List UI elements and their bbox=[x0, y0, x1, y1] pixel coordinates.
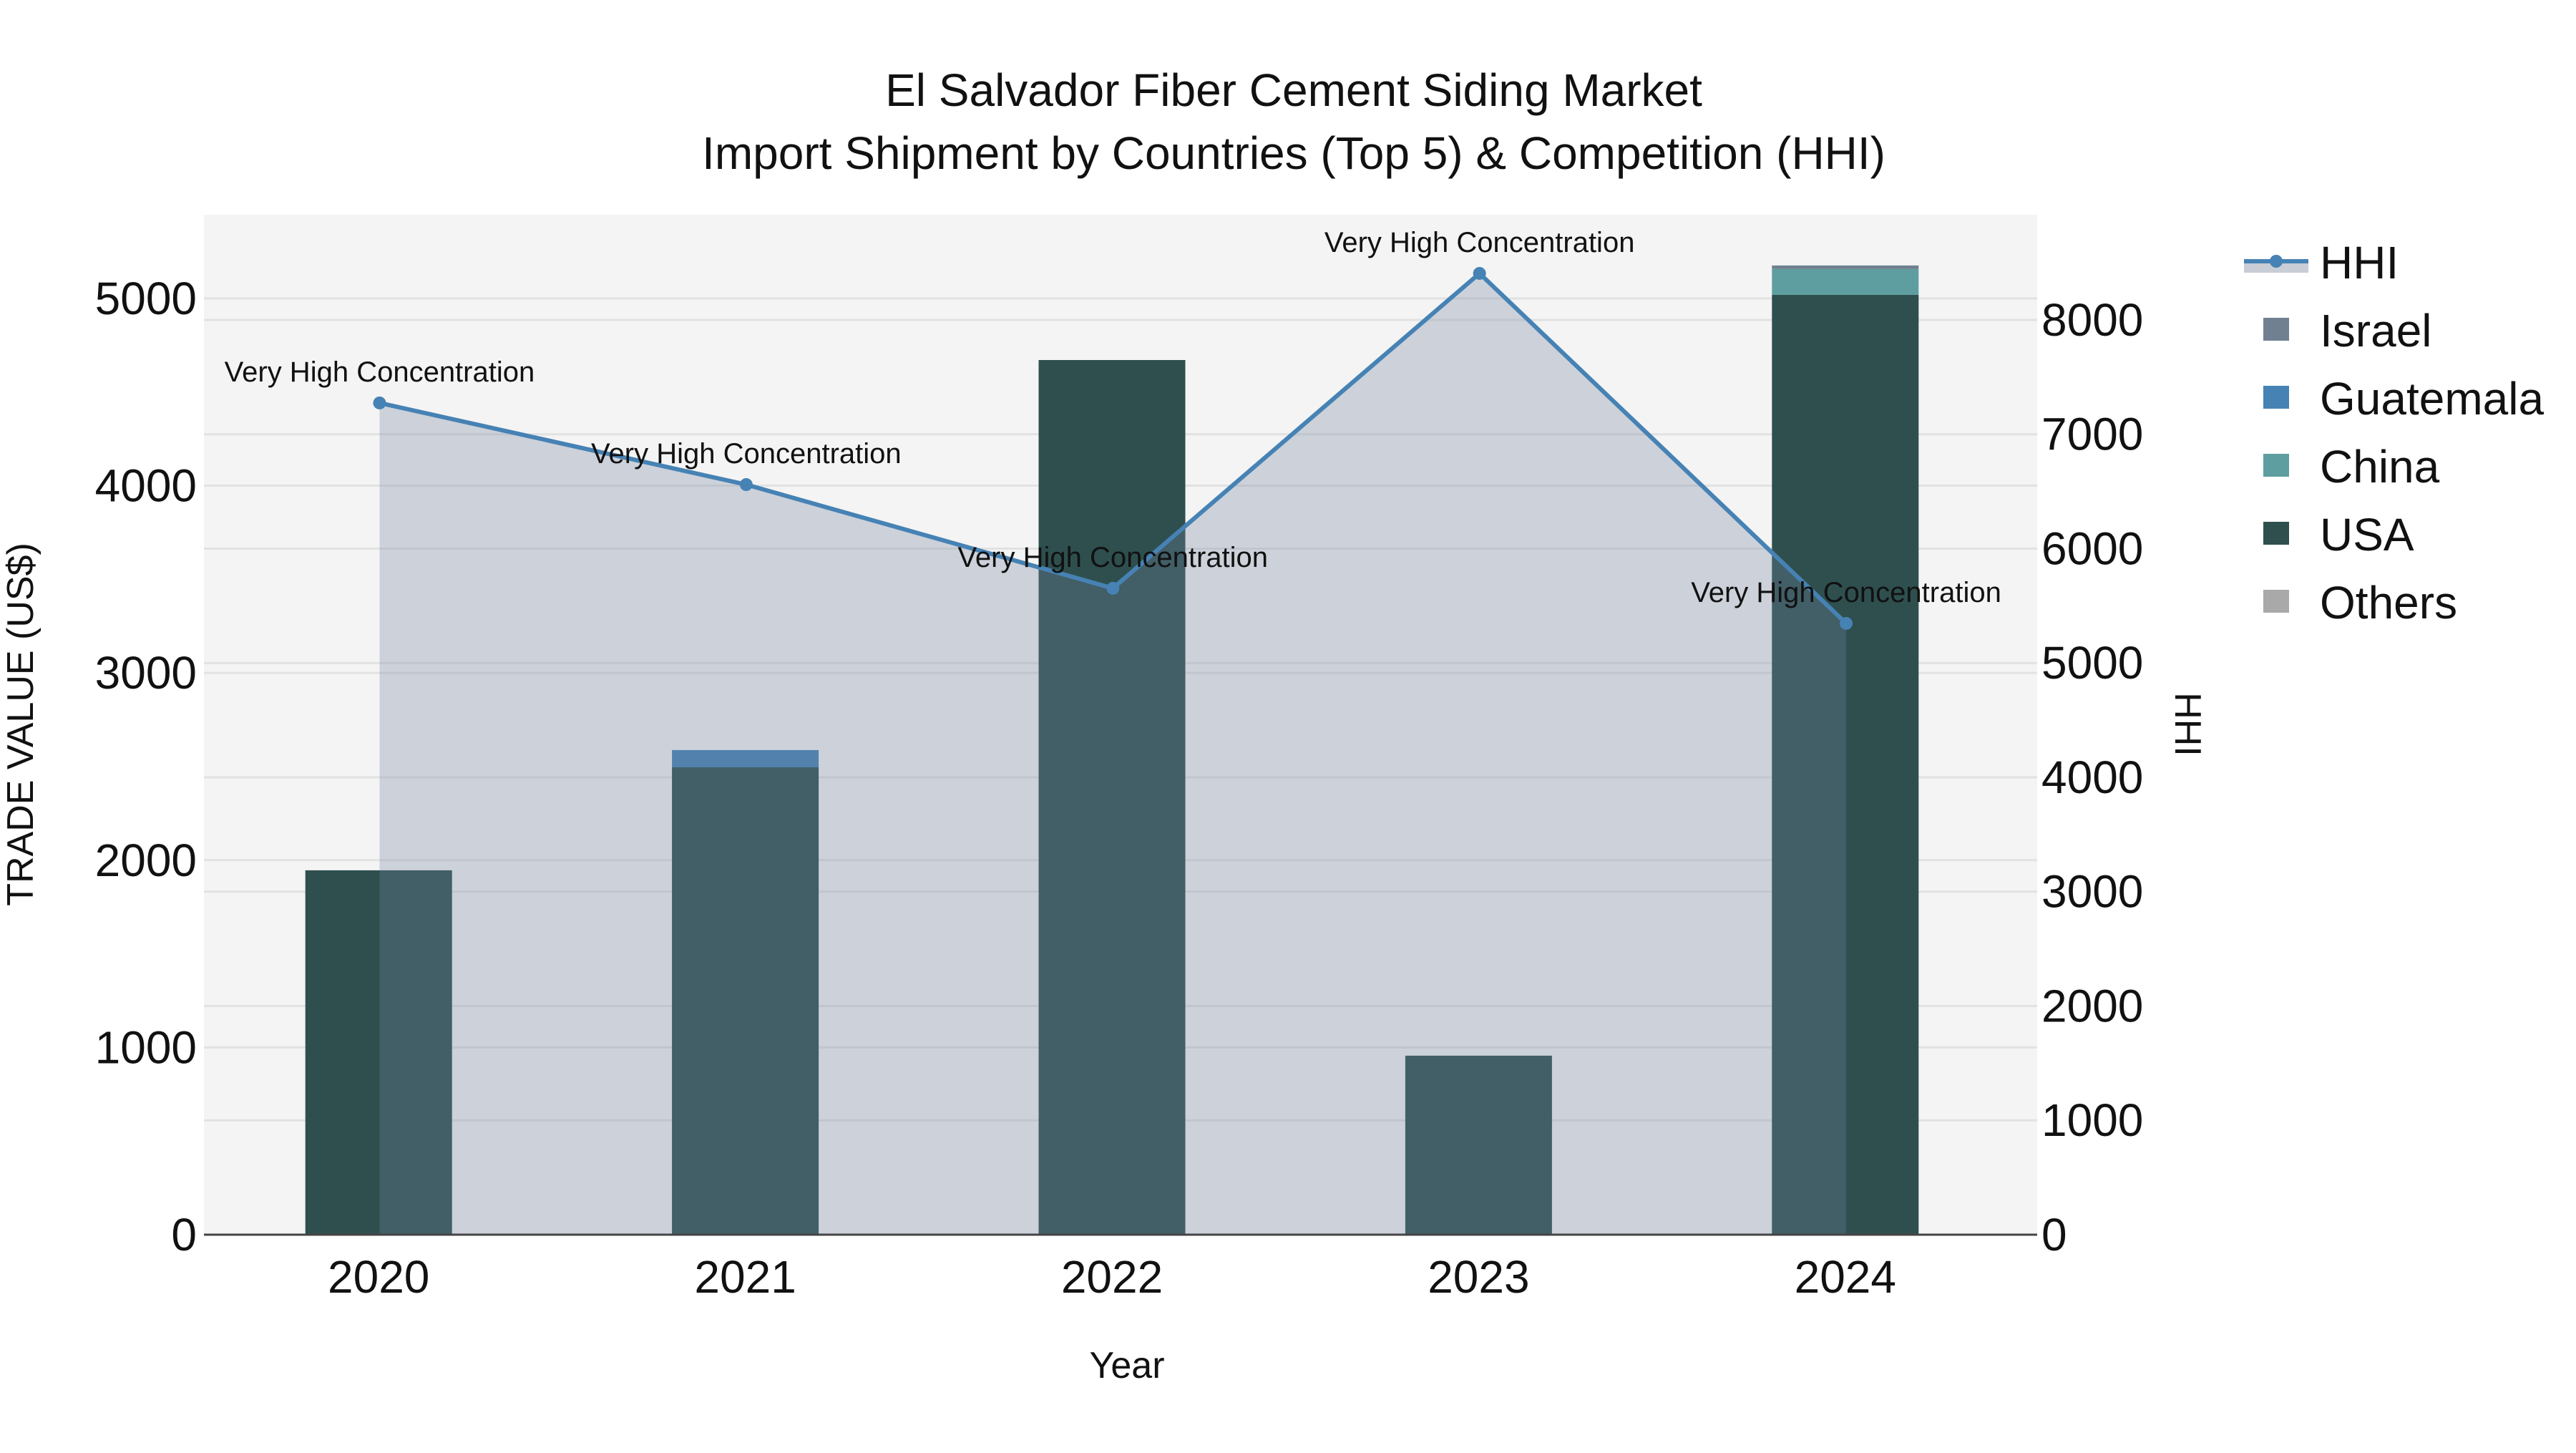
hhi-marker-2021[interactable] bbox=[739, 478, 753, 492]
legend-item-china[interactable]: China bbox=[2263, 441, 2440, 492]
y2-tick-label: 3000 bbox=[2041, 866, 2143, 918]
bar-china-2024[interactable] bbox=[1772, 268, 1919, 295]
legend-item-hhi[interactable]: HHI bbox=[2244, 237, 2399, 288]
y2-tick-label: 6000 bbox=[2041, 523, 2143, 574]
legend-label: Others bbox=[2320, 577, 2457, 628]
y2-tick-label: 5000 bbox=[2041, 637, 2143, 689]
x-tick-label: 2022 bbox=[1061, 1251, 1163, 1303]
bar-usa-2024[interactable] bbox=[1772, 294, 1919, 1235]
legend-color-swatch bbox=[2263, 590, 2289, 613]
annotation-label: Very High Concentration bbox=[1324, 227, 1635, 258]
legend-label: Israel bbox=[2320, 305, 2432, 356]
annotations: Very High Concentration Very High Concent… bbox=[225, 227, 2001, 608]
bar-usa-2022[interactable] bbox=[1038, 360, 1186, 1235]
chart-subtitle: Import Shipment by Countries (Top 5) & C… bbox=[702, 127, 1885, 179]
legend-label: China bbox=[2320, 441, 2440, 492]
y-tick-label: 5000 bbox=[95, 273, 197, 324]
legend-color-swatch bbox=[2263, 386, 2289, 409]
x-tick-label: 2023 bbox=[1428, 1251, 1529, 1303]
y2-tick-label: 1000 bbox=[2041, 1094, 2143, 1146]
y2-axis-title: HHI bbox=[2167, 692, 2208, 757]
y-tick-label: 3000 bbox=[95, 647, 197, 699]
chart-title: El Salvador Fiber Cement Siding Market bbox=[885, 64, 1702, 116]
legend-marker-icon bbox=[2270, 255, 2283, 268]
hhi-marker-2020[interactable] bbox=[373, 396, 386, 409]
y2-tick-label: 7000 bbox=[2041, 409, 2143, 460]
annotation-label: Very High Concentration bbox=[591, 438, 902, 470]
y-axis-title: TRADE VALUE (US$) bbox=[0, 543, 42, 906]
legend-label: HHI bbox=[2320, 237, 2399, 288]
y-tick-label: 2000 bbox=[95, 835, 197, 886]
y-tick-label: 4000 bbox=[95, 460, 197, 512]
annotation-label: Very High Concentration bbox=[1691, 577, 2001, 608]
x-axis-title: Year bbox=[1089, 1345, 1164, 1386]
bar-israel-2024[interactable] bbox=[1772, 265, 1919, 269]
y-axis-ticks: 0 1000 2000 3000 4000 5000 bbox=[95, 273, 197, 1260]
bar-usa-2023[interactable] bbox=[1405, 1055, 1552, 1235]
bar-usa-2020[interactable] bbox=[305, 870, 452, 1235]
y-tick-label: 0 bbox=[171, 1209, 197, 1260]
legend-color-swatch bbox=[2263, 318, 2289, 341]
x-tick-label: 2024 bbox=[1795, 1251, 1896, 1303]
x-tick-label: 2021 bbox=[694, 1251, 796, 1303]
legend-label: Guatemala bbox=[2320, 373, 2544, 424]
y2-tick-label: 0 bbox=[2041, 1209, 2067, 1260]
legend: HHI Israel Guatemala China USA Others bbox=[2244, 237, 2544, 628]
annotation-label: Very High Concentration bbox=[225, 356, 535, 388]
hhi-marker-2024[interactable] bbox=[1840, 616, 1853, 630]
y2-tick-label: 4000 bbox=[2041, 752, 2143, 803]
bar-usa-2021[interactable] bbox=[672, 767, 819, 1235]
y-tick-label: 1000 bbox=[95, 1021, 197, 1073]
bar-series bbox=[305, 265, 1919, 1235]
hhi-marker-2022[interactable] bbox=[1106, 581, 1120, 595]
y2-tick-label: 2000 bbox=[2041, 980, 2143, 1031]
legend-color-swatch bbox=[2263, 454, 2289, 477]
y2-tick-label: 8000 bbox=[2041, 294, 2143, 346]
hhi-series bbox=[373, 266, 1853, 1235]
bar-guatemala-2021[interactable] bbox=[672, 749, 819, 768]
y2-axis-ticks: 0 1000 2000 3000 4000 5000 6000 7000 8000 bbox=[2041, 294, 2143, 1260]
x-axis-ticks: 2020 2021 2022 2023 2024 bbox=[328, 1251, 1896, 1303]
legend-item-guatemala[interactable]: Guatemala bbox=[2263, 373, 2544, 424]
legend-item-others[interactable]: Others bbox=[2263, 577, 2457, 628]
annotation-label: Very High Concentration bbox=[957, 542, 1268, 573]
legend-color-swatch bbox=[2263, 522, 2289, 545]
hhi-marker-2023[interactable] bbox=[1473, 266, 1486, 280]
legend-label: USA bbox=[2320, 509, 2414, 560]
legend-item-israel[interactable]: Israel bbox=[2263, 305, 2432, 356]
hhi-area bbox=[379, 273, 1847, 1235]
x-tick-label: 2020 bbox=[328, 1251, 429, 1303]
legend-item-usa[interactable]: USA bbox=[2263, 509, 2414, 560]
